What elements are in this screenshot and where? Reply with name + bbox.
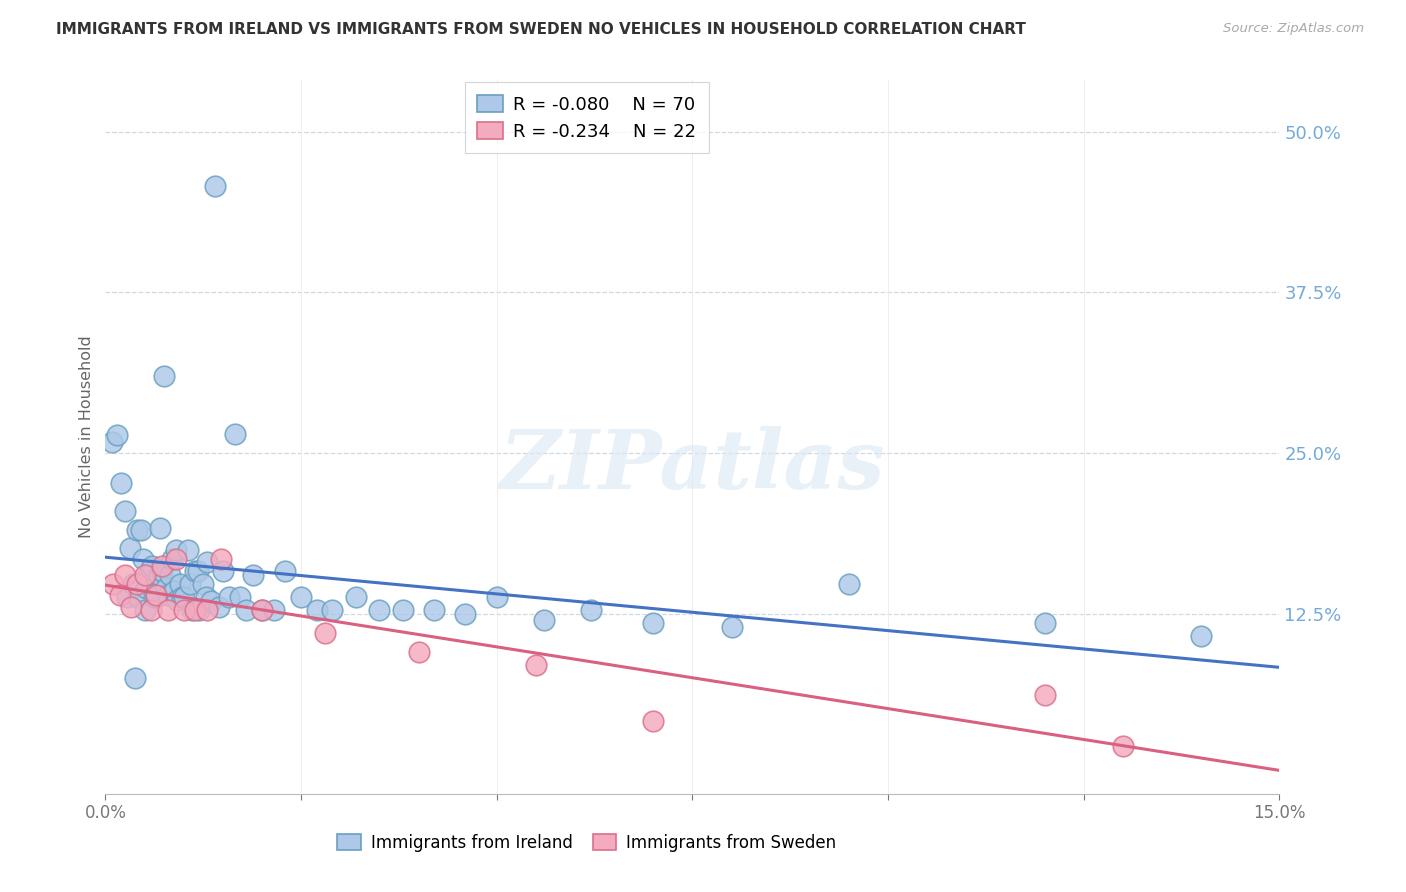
Point — [165, 551, 187, 566]
Point — [120, 600, 142, 615]
Point — [139, 603, 162, 617]
Point — [180, 603, 202, 617]
Point — [163, 583, 186, 598]
Point — [263, 603, 285, 617]
Point — [105, 428, 128, 442]
Point — [392, 603, 415, 617]
Point — [1112, 739, 1135, 754]
Point — [195, 556, 218, 570]
Point — [250, 603, 273, 617]
Point — [169, 577, 191, 591]
Point — [145, 590, 167, 604]
Y-axis label: No Vehicles in Household: No Vehicles in Household — [79, 335, 94, 539]
Point — [155, 581, 177, 595]
Point — [423, 603, 446, 617]
Legend: Immigrants from Ireland, Immigrants from Sweden: Immigrants from Ireland, Immigrants from… — [329, 826, 845, 861]
Point — [194, 590, 217, 604]
Point — [114, 568, 136, 582]
Point — [290, 590, 312, 604]
Point — [103, 577, 125, 591]
Point — [125, 577, 148, 591]
Point — [321, 603, 343, 617]
Point — [184, 565, 207, 579]
Point — [209, 551, 232, 566]
Point — [250, 603, 273, 617]
Point — [305, 603, 328, 617]
Point — [643, 615, 665, 630]
Text: IMMIGRANTS FROM IRELAND VS IMMIGRANTS FROM SWEDEN NO VEHICLES IN HOUSEHOLD CORRE: IMMIGRANTS FROM IRELAND VS IMMIGRANTS FR… — [56, 22, 1026, 37]
Point — [121, 577, 143, 591]
Point — [132, 551, 155, 566]
Point — [157, 603, 180, 617]
Point — [188, 603, 211, 617]
Point — [720, 620, 742, 634]
Point — [148, 568, 170, 582]
Point — [134, 603, 156, 617]
Point — [176, 542, 198, 557]
Point — [145, 588, 167, 602]
Text: ZIPatlas: ZIPatlas — [499, 425, 886, 506]
Point — [184, 603, 207, 617]
Point — [108, 588, 131, 602]
Point — [159, 568, 181, 582]
Point — [533, 613, 555, 627]
Point — [135, 581, 157, 595]
Point — [211, 565, 233, 579]
Point — [139, 562, 162, 576]
Point — [579, 603, 602, 617]
Point — [127, 590, 149, 604]
Point — [110, 475, 132, 490]
Point — [643, 714, 665, 728]
Point — [195, 603, 218, 617]
Point — [124, 671, 146, 685]
Point — [200, 594, 222, 608]
Point — [153, 369, 176, 384]
Point — [141, 559, 163, 574]
Point — [165, 542, 187, 557]
Point — [100, 434, 122, 449]
Point — [157, 588, 180, 602]
Point — [314, 626, 336, 640]
Point — [229, 590, 252, 604]
Point — [235, 603, 257, 617]
Point — [274, 565, 297, 579]
Point — [344, 590, 367, 604]
Point — [408, 645, 430, 659]
Point — [368, 603, 391, 617]
Point — [120, 541, 142, 556]
Point — [193, 577, 215, 591]
Point — [143, 590, 166, 604]
Point — [218, 590, 240, 604]
Point — [1033, 615, 1056, 630]
Point — [117, 590, 139, 604]
Point — [166, 592, 188, 607]
Text: Source: ZipAtlas.com: Source: ZipAtlas.com — [1223, 22, 1364, 36]
Point — [179, 577, 201, 591]
Point — [1189, 629, 1212, 643]
Point — [125, 524, 148, 538]
Point — [224, 426, 246, 441]
Point — [204, 178, 226, 193]
Point — [173, 603, 195, 617]
Point — [173, 590, 195, 604]
Point — [485, 590, 508, 604]
Point — [454, 607, 477, 621]
Point — [524, 658, 547, 673]
Point — [187, 565, 209, 579]
Point — [208, 600, 231, 615]
Point — [150, 565, 173, 579]
Point — [150, 559, 173, 574]
Point — [114, 504, 136, 518]
Point — [172, 590, 194, 604]
Point — [838, 577, 860, 591]
Point — [134, 568, 156, 582]
Point — [160, 551, 183, 566]
Point — [129, 524, 152, 538]
Point — [138, 568, 160, 582]
Point — [149, 521, 172, 535]
Point — [242, 568, 264, 582]
Point — [1033, 688, 1056, 702]
